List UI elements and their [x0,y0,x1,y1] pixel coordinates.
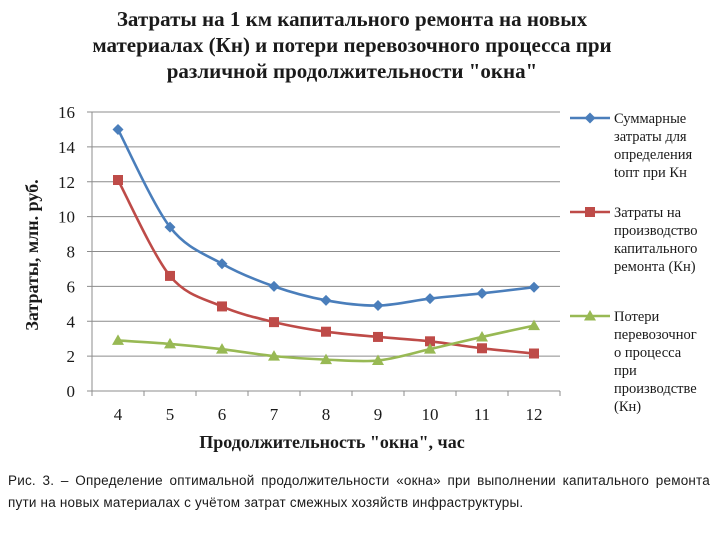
x-tick-label: 7 [270,405,279,424]
legend-label: определения [614,147,693,163]
legend-item-3: Потери перевозочног о процесса при производс… [570,309,697,415]
x-tick-label: 12 [526,405,543,424]
data-point [112,334,124,345]
series-line-1 [116,128,535,307]
x-tick-label: 6 [218,405,227,424]
data-point [529,348,539,359]
legend-label: затраты для [614,129,687,145]
data-point [372,300,384,312]
data-point [373,331,383,342]
legend-label: капитального [614,241,697,257]
chart-title: Затраты на 1 км капитального ремонта на … [92,7,611,83]
data-point [268,280,280,292]
y-axis-label: Затраты, млн. руб. [22,179,42,330]
data-point [216,258,228,270]
data-point [113,175,123,186]
data-point [320,294,332,306]
y-tick-labels: 0 2 4 6 8 10 12 14 16 [58,103,76,401]
chart-title-line-3: различной продолжительности "окна" [167,59,538,83]
data-point [528,281,540,293]
series [112,123,540,365]
legend-label: при [614,363,637,379]
series-1 [112,123,540,312]
chart: Затраты на 1 км капитального ремонта на … [22,7,697,452]
data-point [112,123,124,135]
x-tick-label: 10 [422,405,439,424]
legend-label: ремонта (Кн) [614,259,696,275]
data-point [165,270,175,281]
data-point [321,326,331,337]
legend-label: Потери [614,309,660,325]
data-point [476,330,488,342]
data-point [217,301,227,312]
y-tick-label: 16 [58,103,75,122]
y-tick-label: 4 [67,312,76,331]
data-point [269,317,279,328]
legend-label: tопт при Кн [614,165,687,181]
legend-label: Суммарные [614,111,686,127]
gridlines [92,111,560,357]
data-point [424,293,436,305]
x-tick-label: 8 [322,405,331,424]
data-point [268,350,280,361]
y-tick-label: 0 [67,382,76,401]
data-point [216,343,228,354]
legend-marker [584,310,596,321]
data-point [476,287,488,299]
legend-item-2: Затраты на производство капитального ремонт… [570,205,697,275]
data-point [477,343,487,354]
legend-label: производстве [614,381,697,397]
y-tick-label: 6 [67,277,76,296]
axes [87,111,561,396]
x-tick-label: 5 [166,405,175,424]
series-2 [113,175,539,359]
legend-label: Затраты на [614,205,682,221]
legend: Суммарные затраты для определения tопт при … [570,111,697,415]
data-point [528,319,540,331]
chart-title-line-1: Затраты на 1 км капитального ремонта на … [117,7,588,31]
y-tick-label: 8 [67,243,76,262]
y-tick-label: 12 [58,173,75,192]
x-axis-label: Продолжительность "окна", час [199,432,464,452]
legend-label: перевозочног [614,327,697,343]
data-point [320,353,332,365]
y-tick-label: 14 [58,138,76,157]
legend-label: о процесса [614,345,682,361]
y-tick-label: 2 [67,347,76,366]
x-tick-label: 9 [374,405,383,424]
data-point [164,337,176,349]
figure-caption: Рис. 3. – Определение оптимальной продол… [8,473,710,510]
legend-marker [585,207,595,217]
x-tick-label: 11 [474,405,490,424]
y-tick-label: 10 [58,208,75,227]
data-point [372,354,384,365]
data-point [424,343,436,354]
legend-label: (Кн) [614,399,641,415]
legend-item-1: Суммарные затраты для определения tопт при … [570,111,693,181]
series-3 [112,319,540,365]
data-point [425,336,435,347]
x-tick-labels: 4 5 6 7 8 9 10 11 12 [114,405,543,424]
chart-title-line-2: материалах (Кн) и потери перевозочного п… [92,33,611,57]
data-point [164,221,176,233]
legend-label: производство [614,223,697,239]
x-tick-label: 4 [114,405,123,424]
legend-marker [584,112,596,124]
